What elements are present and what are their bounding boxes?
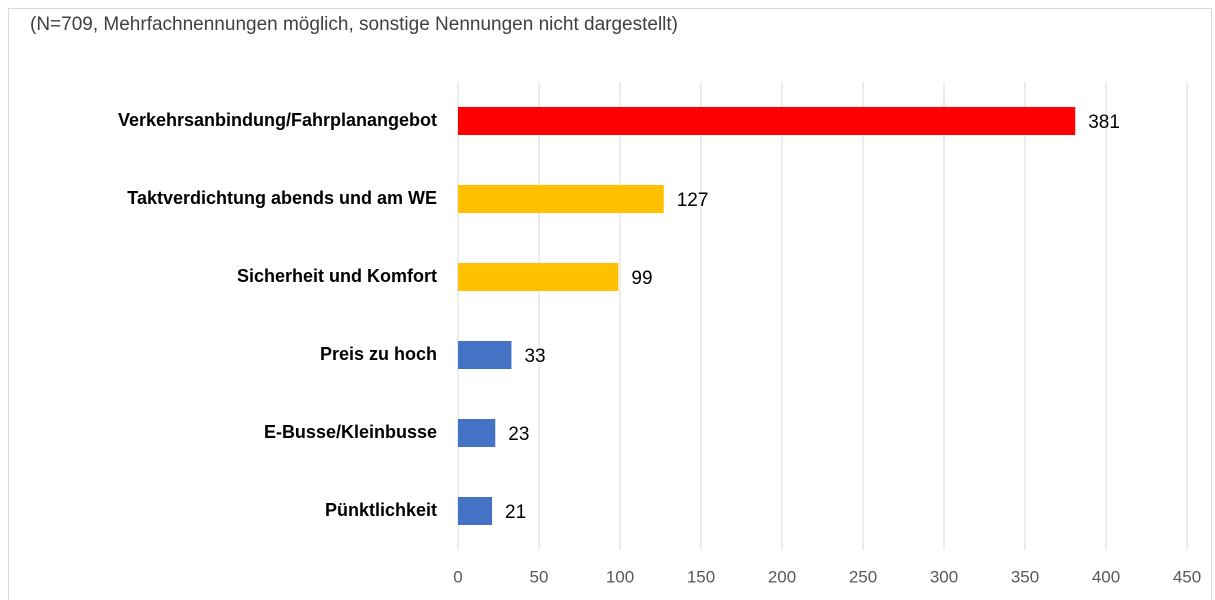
chart-border [8,8,1212,600]
y-tick-label: Preis zu hoch [320,344,437,364]
y-tick-label: Sicherheit und Komfort [237,266,437,286]
x-tick-label: 450 [1173,567,1201,586]
x-tick-label: 100 [606,567,634,586]
bar [458,263,619,291]
bar [458,497,493,525]
bar [458,107,1076,135]
x-tick-label: 200 [768,567,796,586]
y-tick-label: Verkehrsanbindung/Fahrplanangebot [118,110,437,130]
y-tick-label: Taktverdichtung abends und am WE [127,188,437,208]
x-tick-label: 300 [930,567,958,586]
y-tick-label: E-Busse/Kleinbusse [264,422,437,442]
bar [458,185,664,213]
bar [458,419,496,447]
data-label: 127 [677,190,709,211]
bar [458,341,512,369]
x-tick-label: 150 [687,567,715,586]
chart-subtitle: (N=709, Mehrfachnennungen möglich, sonst… [30,14,678,35]
data-label: 381 [1088,112,1120,133]
x-tick-label: 350 [1011,567,1039,586]
x-tick-label: 50 [530,567,549,586]
x-tick-label: 400 [1092,567,1120,586]
data-label: 21 [505,502,526,523]
x-tick-label: 250 [849,567,877,586]
x-tick-label: 0 [453,567,462,586]
data-label: 23 [508,424,529,445]
y-tick-label: Pünktlichkeit [325,500,437,520]
data-label: 99 [631,268,652,289]
data-label: 33 [524,346,545,367]
